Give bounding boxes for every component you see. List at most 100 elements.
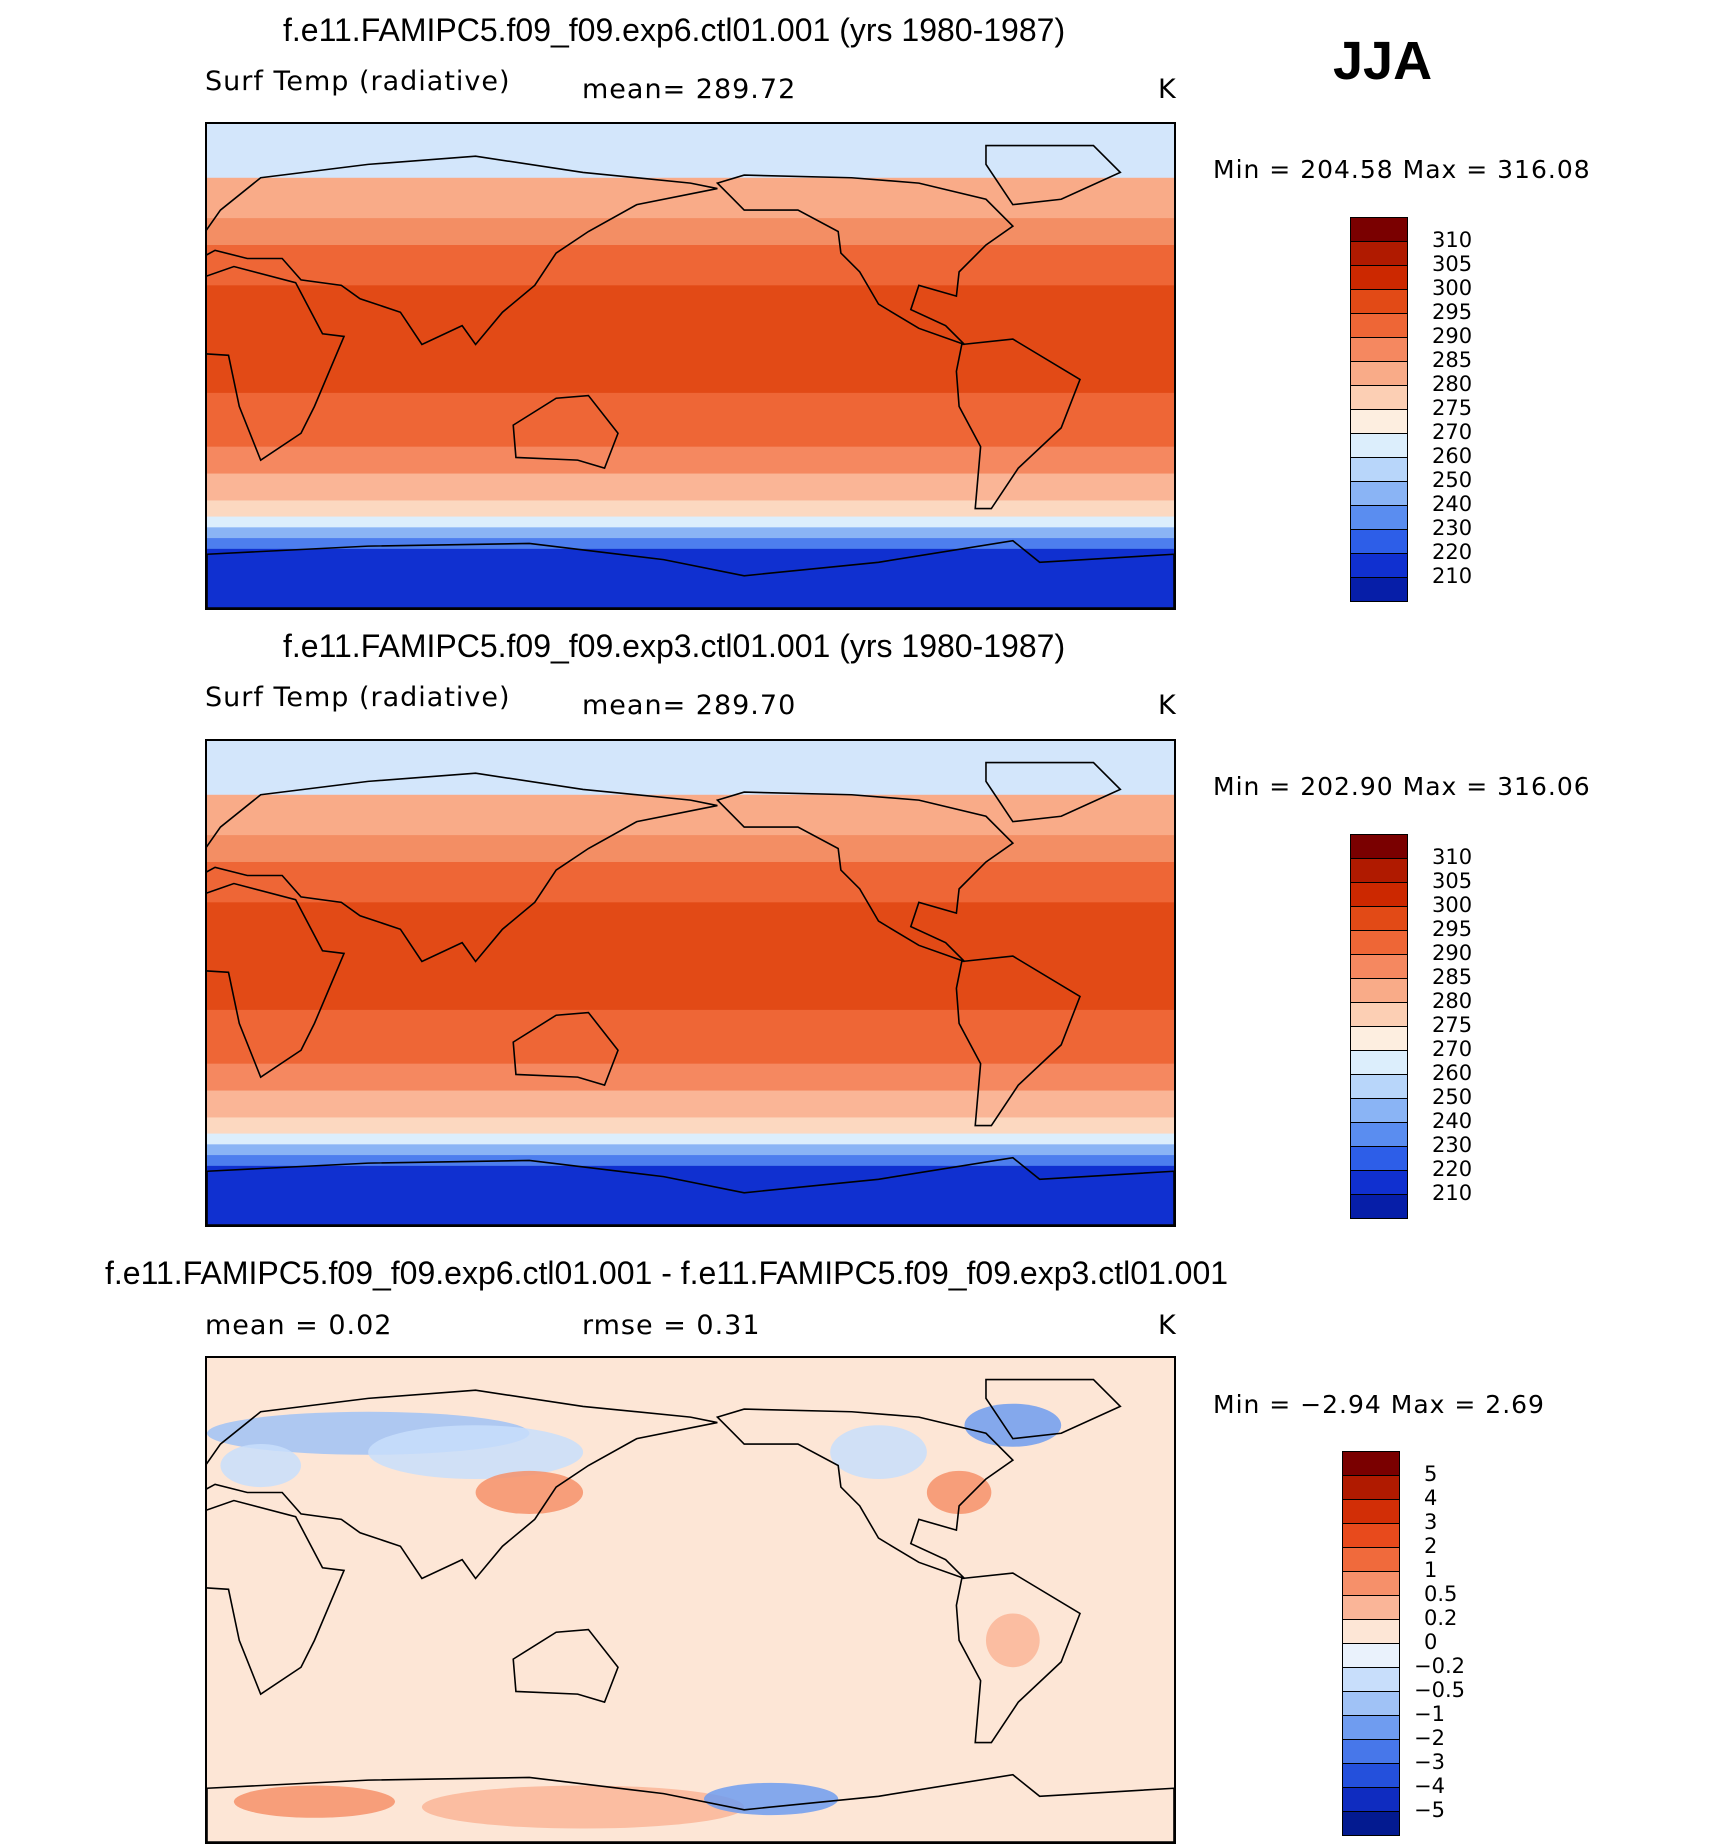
- latitude-band: [207, 446, 1174, 475]
- colorbar-tick-label: 270: [1432, 420, 1473, 444]
- panel1-map: [205, 122, 1176, 610]
- anomaly-region: [233, 1785, 396, 1818]
- colorbar-tick-label: 220: [1432, 1157, 1473, 1181]
- latitude-band: [207, 124, 1174, 179]
- colorbar-swatch: [1350, 978, 1408, 1003]
- colorbar-swatch: [1350, 313, 1408, 338]
- colorbar-swatch: [1350, 553, 1408, 578]
- colorbar-tick-label: −2: [1414, 1726, 1445, 1750]
- anomaly-region: [220, 1444, 302, 1488]
- panel3-title: f.e11.FAMIPC5.f09_f09.exp6.ctl01.001 - f…: [105, 1255, 1229, 1291]
- colorbar-swatch: [1342, 1691, 1400, 1716]
- latitude-band: [207, 902, 1174, 1011]
- map-canvas: [207, 124, 1174, 608]
- colorbar-tick-label: 290: [1432, 324, 1473, 348]
- colorbar-swatch: [1350, 241, 1408, 266]
- anomaly-region: [926, 1470, 992, 1514]
- panel2-minmax: Min = 202.90 Max = 316.06: [1213, 772, 1591, 801]
- latitude-band: [207, 218, 1174, 246]
- panel1-variable: Surf Temp (radiative): [205, 66, 511, 97]
- colorbar-tick-label: 285: [1432, 965, 1473, 989]
- colorbar-swatch: [1342, 1451, 1400, 1476]
- coastline: [985, 761, 1122, 823]
- colorbar-swatch: [1350, 337, 1408, 362]
- colorbar-swatch: [1342, 1475, 1400, 1500]
- colorbar-swatch: [1342, 1763, 1400, 1788]
- colorbar-swatch: [1350, 954, 1408, 979]
- coastline: [207, 1773, 1174, 1842]
- colorbar-tick-label: 260: [1432, 1061, 1473, 1085]
- map-canvas: [207, 741, 1174, 1225]
- colorbar-swatch: [1350, 481, 1408, 506]
- coastline: [715, 1408, 1015, 1580]
- colorbar-swatch: [1342, 1571, 1400, 1596]
- panel1-units: K: [1158, 74, 1177, 105]
- colorbar-swatch: [1350, 529, 1408, 554]
- colorbar-tick-label: 240: [1432, 1109, 1473, 1133]
- latitude-band: [207, 473, 1174, 501]
- panel1-mean: mean= 289.72: [582, 74, 797, 105]
- colorbar-tick-label: −3: [1414, 1750, 1445, 1774]
- colorbar-tick-label: 2: [1424, 1534, 1438, 1558]
- latitude-band: [207, 1063, 1174, 1092]
- coastline: [207, 1156, 1174, 1225]
- anomaly-region: [985, 1613, 1040, 1668]
- colorbar-tick-label: −4: [1414, 1774, 1445, 1798]
- latitude-band: [207, 285, 1174, 394]
- colorbar-swatch: [1350, 858, 1408, 883]
- colorbar-swatch: [1350, 289, 1408, 314]
- coastline: [955, 338, 1081, 510]
- colorbar-tick-label: 220: [1432, 540, 1473, 564]
- colorbar-swatch: [1342, 1715, 1400, 1740]
- colorbar-swatch: [1350, 1050, 1408, 1075]
- colorbar-tick-label: −1: [1414, 1702, 1445, 1726]
- season-label: JJA: [1333, 31, 1433, 91]
- colorbar-tick-label: 230: [1432, 1133, 1473, 1157]
- colorbar-tick-label: 300: [1432, 276, 1473, 300]
- colorbar-swatch: [1350, 409, 1408, 434]
- latitude-band: [207, 538, 1174, 550]
- colorbar-tick-label: 310: [1432, 845, 1473, 869]
- colorbar-tick-label: −0.5: [1414, 1678, 1465, 1702]
- latitude-band: [207, 1090, 1174, 1118]
- panel2-units: K: [1158, 690, 1177, 721]
- colorbar-tick-label: 3: [1424, 1510, 1438, 1534]
- panel3-minmax: Min = −2.94 Max = 2.69: [1213, 1390, 1545, 1419]
- latitude-band: [207, 1117, 1174, 1135]
- latitude-band: [207, 1133, 1174, 1145]
- coastline: [955, 955, 1081, 1127]
- colorbar-tick-label: −0.2: [1414, 1654, 1465, 1678]
- colorbar-swatch: [1350, 930, 1408, 955]
- latitude-band: [207, 794, 1174, 836]
- panel3-mean: mean = 0.02: [205, 1310, 393, 1341]
- panel3-map: [205, 1356, 1176, 1844]
- coastline: [207, 1499, 346, 1696]
- anomaly-region: [830, 1425, 927, 1479]
- coastline: [715, 174, 1015, 346]
- coastline: [985, 1378, 1122, 1440]
- colorbar-tick-label: 240: [1432, 492, 1473, 516]
- colorbar-swatch: [1342, 1667, 1400, 1692]
- anomaly-region: [964, 1403, 1062, 1447]
- latitude-band: [207, 516, 1174, 528]
- colorbar-swatch: [1350, 457, 1408, 482]
- colorbar-tick-label: 275: [1432, 396, 1473, 420]
- panel3-rmse: rmse = 0.31: [582, 1310, 761, 1341]
- latitude-band: [207, 741, 1174, 796]
- colorbar-tick-label: 280: [1432, 372, 1473, 396]
- colorbar-swatch: [1350, 1026, 1408, 1051]
- latitude-band: [207, 527, 1174, 539]
- colorbar-tick-label: 250: [1432, 1085, 1473, 1109]
- panel2-title: f.e11.FAMIPC5.f09_f09.exp3.ctl01.001 (yr…: [283, 628, 1066, 664]
- colorbar-swatch: [1350, 1074, 1408, 1099]
- colorbar-swatch: [1350, 834, 1408, 859]
- latitude-band: [207, 862, 1174, 903]
- colorbar-swatch: [1342, 1523, 1400, 1548]
- panel2-mean: mean= 289.70: [582, 690, 797, 721]
- panel1-colorbar: 310 305 300 295 290 285 280 275 270 260 250 240 230 2…: [1350, 217, 1472, 602]
- latitude-band: [207, 245, 1174, 286]
- colorbar-tick-label: 295: [1432, 917, 1473, 941]
- anomaly-region: [703, 1782, 839, 1816]
- colorbar-swatch: [1342, 1547, 1400, 1572]
- panel1-title: f.e11.FAMIPC5.f09_f09.exp6.ctl01.001 (yr…: [283, 12, 1066, 48]
